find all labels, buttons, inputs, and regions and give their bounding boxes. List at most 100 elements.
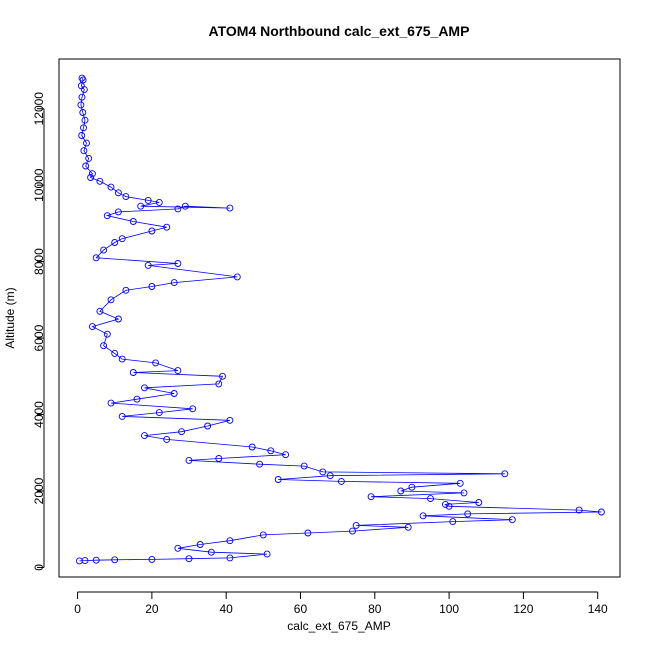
data-point <box>77 101 85 109</box>
data-point <box>456 479 464 487</box>
data-point <box>87 174 95 181</box>
data-point <box>114 208 122 216</box>
data-point <box>419 512 427 520</box>
x-tick-label: 20 <box>145 602 159 616</box>
data-point <box>226 537 234 545</box>
data-point <box>111 239 119 246</box>
x-tick-label: 40 <box>220 602 234 616</box>
data-point <box>88 170 96 178</box>
data-point <box>100 342 108 350</box>
data-point <box>349 527 356 535</box>
data-point <box>597 508 605 516</box>
data-point <box>174 260 182 267</box>
data-point <box>122 193 130 201</box>
data-point <box>189 405 197 413</box>
data-point <box>78 74 86 82</box>
x-axis: 0 20 40 60 80 100 120 140 <box>74 591 608 616</box>
data-point <box>185 456 193 464</box>
y-tick-label: 4000 <box>32 401 46 428</box>
data-point <box>118 412 126 420</box>
data-point <box>263 550 271 558</box>
data-point <box>508 516 516 524</box>
x-tick-label: 0 <box>74 602 81 616</box>
data-point <box>170 279 178 287</box>
data-point <box>174 367 182 375</box>
data-point <box>196 541 204 548</box>
y-tick-label: 12000 <box>32 92 46 126</box>
data-point <box>118 355 126 363</box>
data-layer <box>75 74 605 565</box>
data-point <box>326 472 334 480</box>
data-point <box>92 556 100 564</box>
data-point <box>152 359 160 367</box>
data-point <box>449 518 457 526</box>
data-point <box>445 502 453 510</box>
data-point <box>100 246 108 254</box>
data-point <box>185 555 193 563</box>
data-point <box>80 147 88 155</box>
x-tick-label: 140 <box>588 602 608 616</box>
data-point <box>408 483 416 491</box>
data-point <box>163 435 171 443</box>
data-point <box>427 495 434 503</box>
data-point <box>148 283 156 290</box>
data-point <box>226 204 234 212</box>
data-point <box>114 189 122 197</box>
data-point <box>111 349 119 357</box>
data-point <box>174 205 182 213</box>
data-point <box>256 460 264 468</box>
data-point <box>107 183 115 191</box>
plot-frame <box>58 58 621 578</box>
data-point <box>155 409 163 417</box>
data-point <box>282 451 290 459</box>
data-point <box>274 476 282 483</box>
x-axis-label: calc_ext_675_AMP <box>287 619 390 633</box>
data-point <box>215 455 223 462</box>
data-point <box>300 462 308 470</box>
y-tick-label: 8000 <box>32 248 46 275</box>
data-point <box>103 212 111 220</box>
data-point <box>155 198 163 206</box>
data-point <box>75 557 83 565</box>
data-point <box>226 554 234 562</box>
data-point <box>181 202 189 210</box>
y-axis: 0 2000 4000 6000 8000 10000 12000 <box>32 92 46 571</box>
data-point <box>96 307 104 315</box>
data-point <box>144 261 152 269</box>
data-point <box>178 428 186 436</box>
data-point <box>248 443 256 451</box>
data-point <box>82 162 90 170</box>
x-tick-label: 80 <box>368 602 382 616</box>
data-point <box>163 223 171 231</box>
data-point <box>397 487 405 495</box>
data-point <box>85 154 93 162</box>
data-point <box>88 323 96 331</box>
series-line <box>79 77 602 562</box>
data-point <box>441 500 449 508</box>
data-point <box>460 489 468 497</box>
data-point <box>204 422 212 430</box>
data-point <box>267 447 275 455</box>
data-point <box>352 521 360 529</box>
data-point <box>141 432 148 440</box>
data-point <box>107 296 115 304</box>
data-point <box>404 523 412 531</box>
data-point <box>133 395 141 403</box>
data-point <box>226 416 234 424</box>
data-point <box>129 369 137 376</box>
data-point <box>80 86 88 94</box>
data-point <box>501 470 509 478</box>
data-point <box>148 555 156 563</box>
y-tick-label: 10000 <box>32 168 46 202</box>
data-point <box>107 399 115 407</box>
data-point <box>575 506 583 514</box>
data-point <box>83 139 90 147</box>
data-point <box>174 544 182 552</box>
data-point <box>129 218 137 225</box>
data-point <box>137 202 145 210</box>
data-point <box>219 372 226 380</box>
data-point <box>118 235 126 243</box>
data-point <box>79 109 87 116</box>
